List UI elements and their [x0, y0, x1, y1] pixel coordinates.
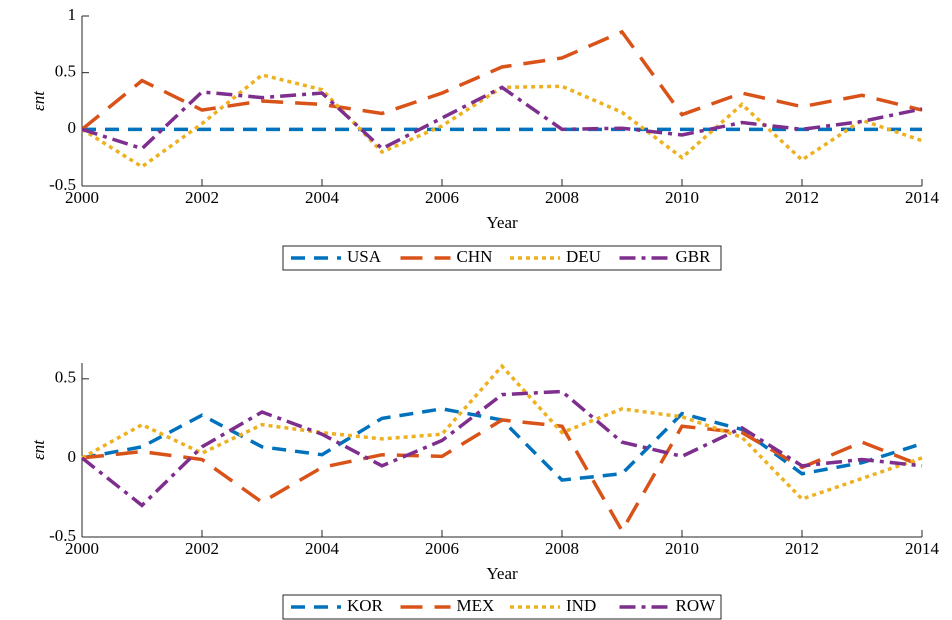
legend-label: ROW: [676, 596, 717, 615]
x-tick-label: 2014: [905, 188, 940, 207]
x-tick-label: 2014: [905, 539, 940, 558]
x-tick-label: 2008: [545, 188, 579, 207]
legend-label: USA: [347, 247, 382, 266]
x-tick-label: 2010: [665, 539, 699, 558]
x-tick-label: 2004: [305, 188, 340, 207]
x-tick-label: 2002: [185, 188, 219, 207]
x-tick-label: 2000: [65, 188, 99, 207]
legend-label: KOR: [347, 596, 384, 615]
y-tick-label: 0: [68, 447, 77, 466]
y-tick-label: 0: [68, 118, 77, 137]
legend-box: [282, 245, 722, 271]
y-tick-label: -0.5: [49, 526, 76, 545]
x-axis-label: Year: [486, 564, 518, 583]
x-tick-label: 2006: [425, 539, 459, 558]
x-tick-label: 2000: [65, 539, 99, 558]
y-tick-label: 0.5: [55, 62, 76, 81]
x-tick-label: 2012: [785, 188, 819, 207]
data-line: [80, 29, 923, 131]
y-tick-label: -0.5: [49, 175, 76, 194]
legend-box: [282, 594, 722, 620]
data-line: [80, 389, 923, 508]
legend-label: CHN: [457, 247, 493, 266]
x-tick-label: 2002: [185, 539, 219, 558]
legend-label: GBR: [676, 247, 712, 266]
x-tick-label: 2006: [425, 188, 459, 207]
data-line: [81, 363, 923, 502]
legend-label: IND: [566, 596, 596, 615]
x-axis-label: Year: [486, 213, 518, 232]
y-tick-label: 0.5: [55, 368, 76, 387]
x-tick-label: 2012: [785, 539, 819, 558]
x-tick-label: 2010: [665, 188, 699, 207]
legend-label: DEU: [566, 247, 601, 266]
y-tick-label: 1: [68, 5, 77, 24]
legend-label: MEX: [457, 596, 495, 615]
data-line: [81, 418, 923, 535]
x-tick-label: 2008: [545, 539, 579, 558]
y-axis-label: εnt: [29, 439, 48, 460]
y-axis-label: εnt: [29, 90, 48, 111]
x-tick-label: 2004: [305, 539, 340, 558]
data-line: [81, 85, 923, 151]
